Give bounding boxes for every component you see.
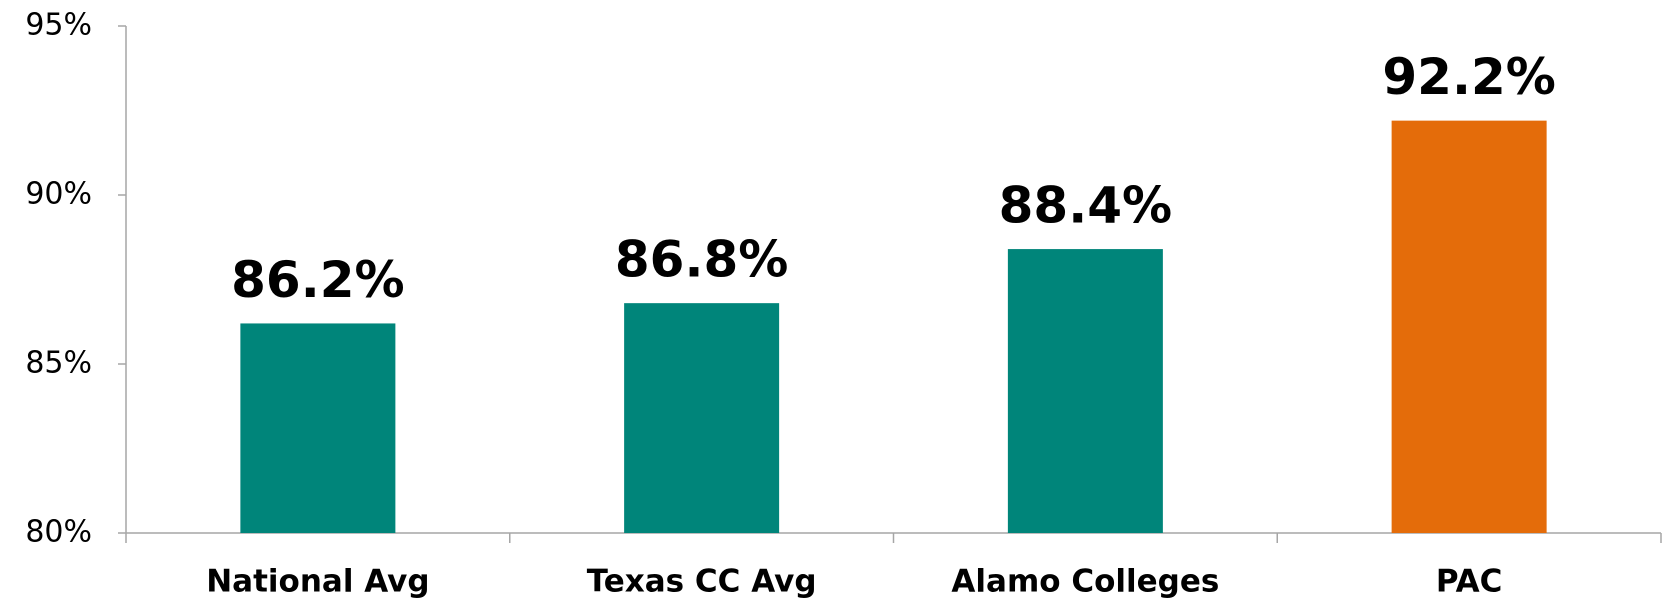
y-tick-label: 95% — [25, 8, 92, 43]
value-label: 86.2% — [231, 251, 404, 309]
y-tick-label: 80% — [25, 515, 92, 550]
value-label: 92.2% — [1382, 48, 1555, 106]
value-label: 88.4% — [999, 177, 1172, 235]
bar — [624, 303, 780, 533]
bar — [240, 323, 396, 533]
x-tick-label: Alamo Colleges — [951, 564, 1219, 600]
x-tick-label: Texas CC Avg — [587, 564, 817, 600]
y-tick-label: 85% — [25, 346, 92, 381]
x-tick-label: National Avg — [206, 564, 429, 600]
x-tick-label: PAC — [1436, 564, 1503, 600]
y-tick-label: 90% — [25, 177, 92, 212]
bar — [1007, 249, 1163, 533]
value-label: 86.8% — [615, 231, 788, 289]
bar — [1391, 120, 1547, 533]
